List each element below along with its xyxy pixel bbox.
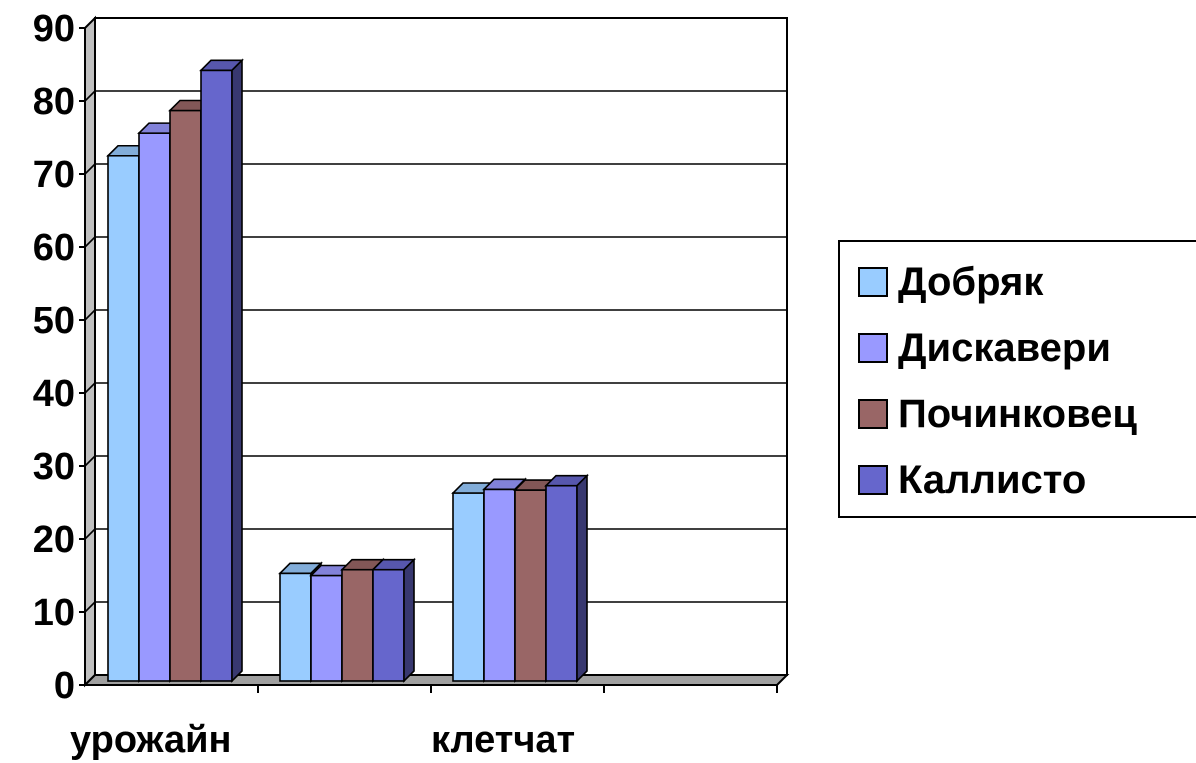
legend-label-3: Починковец (898, 391, 1137, 436)
legend: Добряк Дискавери Починковец Каллисто (838, 240, 1196, 518)
bars (106, 58, 589, 683)
side-wall (84, 15, 96, 688)
gridline-side (84, 601, 96, 613)
legend-swatch-1 (858, 267, 888, 297)
x-tick-labels: урожайн клетчат (70, 719, 575, 761)
y-tick-label: 50 (33, 300, 75, 342)
legend-label-4: Каллисто (898, 457, 1087, 502)
legend-item-2: Дискавери (858, 326, 1111, 370)
bar (200, 69, 233, 682)
bar (514, 489, 547, 682)
gridline-side (84, 382, 96, 394)
y-tick-label: 90 (33, 8, 75, 50)
legend-item-4: Каллисто (858, 458, 1086, 502)
bar (169, 109, 202, 682)
bar (138, 132, 171, 682)
gridline-side (84, 236, 96, 248)
y-tick-label: 40 (33, 373, 75, 415)
legend-swatch-3 (858, 399, 888, 429)
axes (79, 27, 778, 693)
bar (483, 488, 516, 682)
bar (310, 574, 343, 682)
y-tick-label: 20 (33, 519, 75, 561)
gridline-side (84, 90, 96, 102)
legend-item-1: Добряк (858, 260, 1043, 304)
legend-label-2: Дискавери (898, 325, 1111, 370)
bar (372, 568, 405, 682)
gridline-side (84, 309, 96, 321)
gridline-side (84, 455, 96, 467)
legend-label-1: Добряк (898, 259, 1044, 304)
y-tick-label: 10 (33, 592, 75, 634)
bar (341, 568, 374, 682)
legend-item-3: Починковец (858, 392, 1137, 436)
legend-swatch-4 (858, 465, 888, 495)
gridline-side (84, 528, 96, 540)
x-tick-label: урожайн (70, 719, 231, 761)
y-tick-label: 0 (54, 665, 75, 707)
y-tick-label: 30 (33, 446, 75, 488)
gridline-side (84, 163, 96, 175)
y-tick-labels: 0 10 20 30 40 50 60 70 80 90 (33, 8, 75, 707)
legend-swatch-2 (858, 333, 888, 363)
bar (452, 492, 485, 682)
bar-side (403, 557, 415, 683)
bar (545, 484, 578, 682)
y-tick-label: 80 (33, 81, 75, 123)
bar (107, 154, 140, 682)
y-tick-label: 60 (33, 227, 75, 269)
x-tick-label: клетчат (431, 719, 575, 761)
bar (279, 572, 312, 682)
y-tick-label: 70 (33, 154, 75, 196)
bar-side (231, 58, 243, 683)
bar-side (576, 473, 588, 683)
